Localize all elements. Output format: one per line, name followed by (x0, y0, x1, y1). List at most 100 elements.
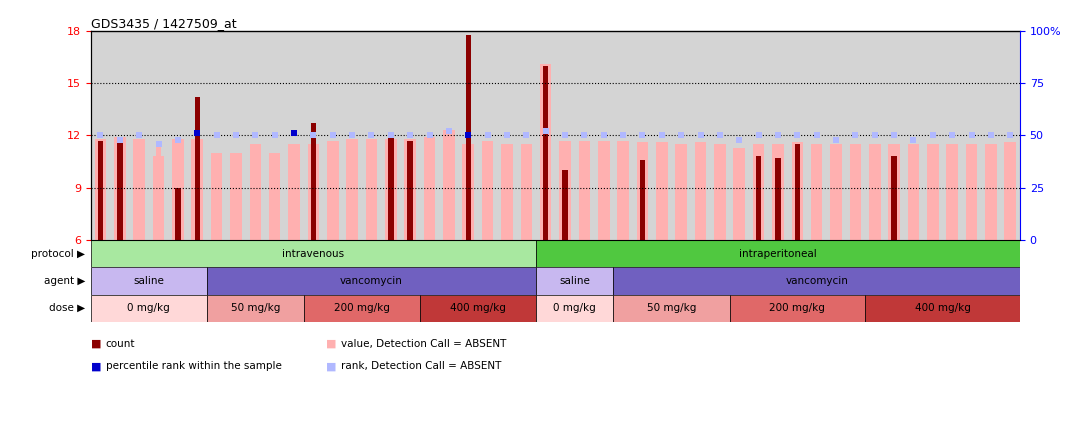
Bar (91, 294, 207, 322)
Bar (308, 144, 319, 240)
Bar (613, 267, 1020, 294)
Bar (207, 267, 536, 294)
Text: 400 mg/kg: 400 mg/kg (914, 303, 971, 313)
Bar (424, 137, 436, 240)
Bar (233, 156, 238, 240)
Bar (175, 188, 180, 240)
Bar (156, 144, 161, 240)
Bar (718, 163, 723, 240)
Bar (729, 31, 749, 240)
Bar (501, 144, 513, 240)
Text: 400 mg/kg: 400 mg/kg (450, 303, 506, 313)
Text: GDS3435 / 1427509_at: GDS3435 / 1427509_at (91, 17, 236, 30)
Bar (807, 31, 827, 240)
Bar (330, 144, 335, 240)
Text: intravenous: intravenous (282, 249, 345, 258)
Text: 50 mg/kg: 50 mg/kg (647, 303, 696, 313)
Bar (560, 141, 570, 240)
Bar (231, 153, 241, 240)
Bar (691, 31, 710, 240)
Bar (384, 139, 396, 240)
Bar (536, 267, 613, 294)
Bar (908, 144, 920, 240)
Bar (188, 31, 207, 240)
Bar (873, 165, 878, 240)
Bar (830, 144, 842, 240)
Bar (543, 66, 548, 240)
Bar (349, 162, 355, 240)
Bar (985, 144, 996, 240)
Bar (362, 31, 381, 240)
Bar (207, 31, 226, 240)
Bar (962, 31, 981, 240)
Bar (98, 141, 104, 240)
Bar (833, 165, 838, 240)
Bar (284, 31, 303, 240)
Text: rank, Detection Call = ABSENT: rank, Detection Call = ABSENT (341, 361, 501, 371)
Bar (613, 31, 632, 240)
Text: vancomycin: vancomycin (340, 276, 403, 286)
Bar (1001, 31, 1020, 240)
Bar (637, 143, 648, 240)
Text: protocol ▶: protocol ▶ (31, 249, 85, 258)
Bar (191, 139, 203, 240)
Text: saline: saline (134, 276, 164, 286)
Bar (981, 31, 1001, 240)
Bar (311, 123, 316, 240)
Bar (734, 148, 745, 240)
Bar (749, 31, 768, 240)
Bar (91, 267, 207, 294)
Bar (458, 31, 478, 240)
Bar (381, 31, 400, 240)
Bar (753, 144, 765, 240)
Bar (343, 31, 362, 240)
Bar (756, 156, 761, 240)
Bar (466, 35, 471, 240)
Bar (659, 158, 664, 240)
Bar (153, 156, 164, 240)
Text: intraperitoneal: intraperitoneal (739, 249, 817, 258)
Bar (1007, 160, 1012, 240)
Bar (865, 294, 1020, 322)
Bar (775, 158, 781, 240)
Bar (250, 144, 262, 240)
Bar (536, 240, 1020, 267)
Bar (246, 31, 265, 240)
Bar (420, 294, 536, 322)
Bar (884, 31, 904, 240)
Bar (865, 31, 884, 240)
Bar (579, 141, 591, 240)
Bar (656, 143, 668, 240)
Bar (846, 31, 865, 240)
Bar (729, 294, 865, 322)
Text: count: count (106, 339, 136, 349)
Bar (194, 97, 200, 240)
Bar (288, 144, 300, 240)
Text: 50 mg/kg: 50 mg/kg (231, 303, 280, 313)
Bar (930, 165, 936, 240)
Bar (949, 163, 955, 240)
Text: ■: ■ (326, 339, 336, 349)
Bar (323, 31, 343, 240)
Bar (911, 165, 916, 240)
Bar (292, 153, 297, 240)
Bar (520, 144, 532, 240)
Text: 200 mg/kg: 200 mg/kg (334, 303, 390, 313)
Bar (536, 31, 555, 240)
Bar (168, 31, 188, 240)
Text: value, Detection Call = ABSENT: value, Detection Call = ABSENT (341, 339, 506, 349)
Bar (148, 31, 168, 240)
Bar (889, 144, 900, 240)
Bar (129, 31, 148, 240)
Bar (114, 137, 126, 240)
Bar (265, 31, 284, 240)
Bar (988, 163, 993, 240)
Bar (327, 141, 339, 240)
Bar (946, 144, 958, 240)
Bar (91, 31, 110, 240)
Bar (1004, 143, 1016, 240)
Bar (601, 163, 607, 240)
Bar (134, 139, 145, 240)
Bar (172, 139, 184, 240)
Bar (91, 240, 536, 267)
